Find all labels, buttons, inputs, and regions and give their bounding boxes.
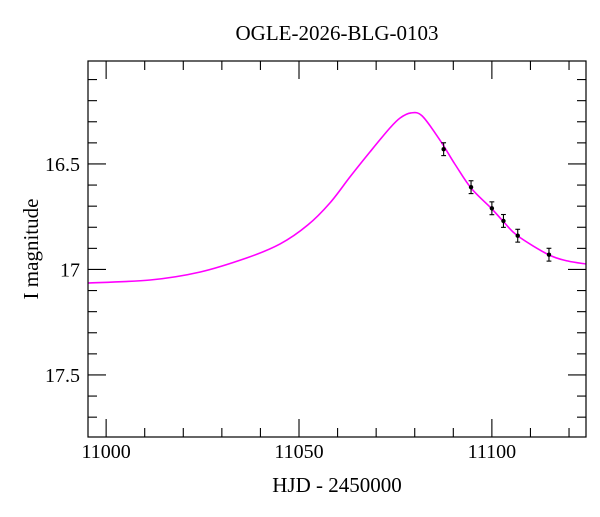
data-point: [489, 201, 495, 216]
y-tick-label: 17: [60, 259, 80, 281]
plot-title: OGLE-2026-BLG-0103: [236, 21, 439, 45]
data-point: [515, 228, 521, 243]
data-point-marker: [515, 233, 520, 238]
data-point-marker: [489, 206, 495, 211]
y-tick-label: 16.5: [45, 154, 80, 176]
x-axis-label: HJD - 2450000: [272, 473, 402, 497]
data-point: [501, 213, 506, 228]
model-light-curve: [87, 111, 587, 284]
plot-frame: [87, 60, 587, 438]
data-point-marker: [468, 184, 474, 190]
data-point: [441, 142, 447, 157]
x-tick-label: 11000: [81, 441, 130, 463]
data-point: [468, 180, 474, 195]
data-point-marker: [501, 218, 506, 224]
data-point-marker: [441, 146, 446, 152]
x-tick-labels: 11000 11050 11100: [81, 441, 516, 463]
x-tick-label: 11100: [468, 441, 517, 463]
y-axis-label: I magnitude: [19, 199, 43, 300]
y-tick-labels: 16.5 17 17.5: [45, 154, 80, 387]
x-tick-label: 11050: [274, 441, 323, 463]
axis-ticks: [88, 61, 586, 437]
data-point: [546, 247, 552, 262]
y-tick-label: 17.5: [45, 365, 80, 387]
data-point-marker: [546, 252, 552, 257]
observed-data-points: [441, 142, 552, 262]
